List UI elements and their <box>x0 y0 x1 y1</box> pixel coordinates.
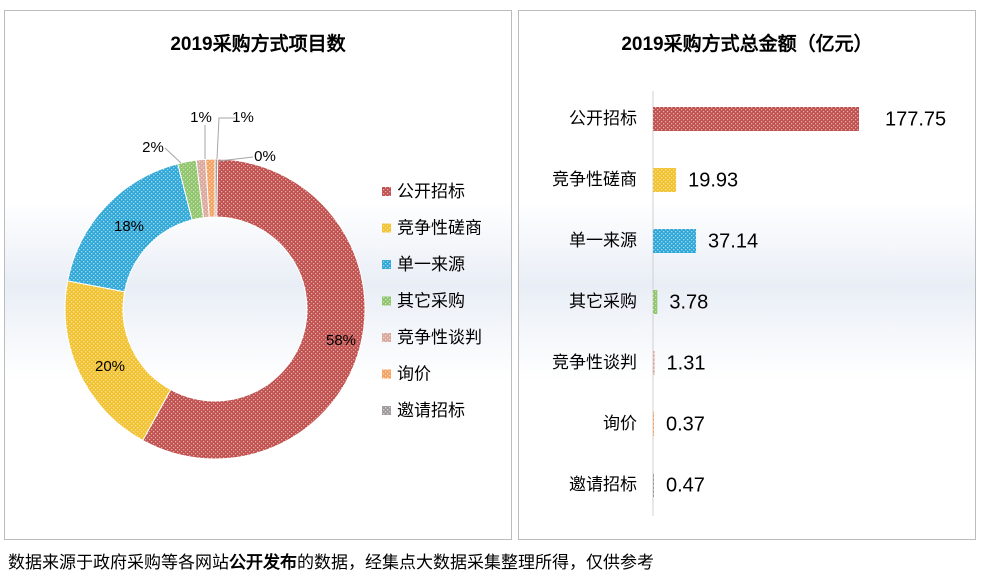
bar-chart-title: 2019采购方式总金额（亿元） <box>621 34 873 55</box>
donut-slice-cat1 <box>142 158 366 460</box>
bar-cat3 <box>653 229 697 253</box>
donut-slice-cat7 <box>214 158 219 218</box>
bar-category-label-cat5: 竞争性谈判 <box>552 353 637 373</box>
bar-cat7 <box>653 473 654 497</box>
donut-chart: 58% 20% 18% 2% 1% 1% 0% 公开招标竞争性磋商单一来源其它采购竞争性谈判询… <box>64 109 482 460</box>
bar-chart-panel: 2019采购方式总金额（亿元） 公开招标 177.75 竞争性磋商 19.93 单一来源… <box>518 10 976 540</box>
bar-category-label-cat1: 公开招标 <box>569 109 637 129</box>
legend-label-cat2: 竞争性磋商 <box>397 219 482 239</box>
bar-value-label-cat2: 19.93 <box>688 169 738 191</box>
legend-swatch-cat5 <box>382 333 391 342</box>
bar-cat6 <box>653 412 654 436</box>
legend-label-cat3: 单一来源 <box>397 255 465 275</box>
legend-swatch-cat1 <box>382 187 391 196</box>
bar-category-label-cat7: 邀请招标 <box>569 475 637 495</box>
bar-value-label-cat3: 37.14 <box>708 230 758 252</box>
legend-label-cat4: 其它采购 <box>397 292 465 312</box>
source-note: 数据来源于政府采购等各网站公开发布的数据，经集点大数据采集整理所得，仅供参考 <box>8 553 654 573</box>
legend-label-cat7: 邀请招标 <box>397 401 465 421</box>
bar-value-label-cat6: 0.37 <box>666 413 705 435</box>
bar-category-label-cat6: 询价 <box>603 414 637 434</box>
legend-swatch-cat3 <box>382 260 391 269</box>
bar-cat4 <box>653 290 658 314</box>
legend-label-cat1: 公开招标 <box>397 182 465 202</box>
donut-data-label-cat5: 1% <box>190 109 212 126</box>
bar-cat5 <box>653 351 655 375</box>
leader-line-cat7 <box>218 156 254 162</box>
bar-category-label-cat2: 竞争性磋商 <box>552 170 637 190</box>
leader-line-cat4 <box>164 147 182 164</box>
legend-label-cat6: 询价 <box>397 365 431 385</box>
donut-data-label-cat2: 20% <box>95 358 125 375</box>
legend-swatch-cat2 <box>382 223 391 233</box>
bar-value-label-cat5: 1.31 <box>667 352 706 374</box>
donut-data-label-cat4: 2% <box>142 139 164 156</box>
donut-chart-panel: 2019采购方式项目数 58% 20% 18% 2% 1% 1% 0% 公开招标竞争性磋商单一… <box>4 10 512 540</box>
legend-label-cat5: 竞争性谈判 <box>397 328 482 348</box>
legend-swatch-cat7 <box>382 406 391 415</box>
bar-cat2 <box>653 168 677 192</box>
leader-line-cat6 <box>216 117 235 160</box>
legend-swatch-cat4 <box>382 296 391 306</box>
bar-chart: 公开招标 177.75 竞争性磋商 19.93 单一来源 37.14 其它采购 3.78 竞争性… <box>552 91 946 516</box>
bar-category-label-cat4: 其它采购 <box>569 292 637 312</box>
bar-value-label-cat1: 177.75 <box>885 108 946 130</box>
bar-value-label-cat4: 3.78 <box>669 291 708 313</box>
donut-data-label-cat7: 0% <box>254 148 276 165</box>
donut-chart-title: 2019采购方式项目数 <box>170 34 346 55</box>
bar-value-label-cat7: 0.47 <box>666 474 705 496</box>
bar-category-label-cat3: 单一来源 <box>569 231 637 251</box>
donut-data-label-cat1: 58% <box>326 332 356 349</box>
donut-data-label-cat3: 18% <box>114 218 144 235</box>
bar-cat1 <box>653 107 859 131</box>
donut-data-label-cat6: 1% <box>232 109 254 126</box>
legend-swatch-cat6 <box>382 369 391 379</box>
